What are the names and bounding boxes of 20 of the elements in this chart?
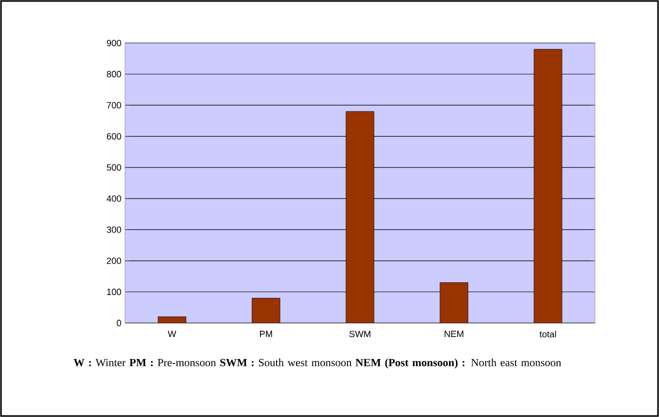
- bar: [534, 49, 562, 323]
- y-tick-label: 800: [106, 70, 122, 78]
- y-tick-label: 0: [116, 320, 122, 326]
- x-tick-label: PM: [260, 330, 272, 337]
- x-tick-label: NEM: [444, 330, 464, 337]
- x-tick-label: total: [540, 330, 556, 338]
- y-tick-label: 100: [107, 288, 122, 296]
- bar: [346, 111, 374, 323]
- y-tick-label: 300: [106, 226, 122, 233]
- x-tick-label: W: [168, 330, 176, 337]
- text: W : Winter PM : Pre-monsoon SWM : South west monsoon NEM (Post monsoon) : North east monsoon: [74, 358, 562, 368]
- y-tick-label: 900: [106, 40, 122, 46]
- x-tick-label: SWM: [349, 330, 370, 338]
- y-tick-label: 400: [106, 195, 122, 202]
- bar: [252, 298, 280, 323]
- bar: [440, 282, 468, 323]
- y-tick-label: 500: [106, 164, 122, 171]
- y-tick-label: 600: [106, 133, 122, 140]
- y-tick-label: 700: [106, 102, 122, 108]
- y-tick-label: 200: [106, 258, 122, 264]
